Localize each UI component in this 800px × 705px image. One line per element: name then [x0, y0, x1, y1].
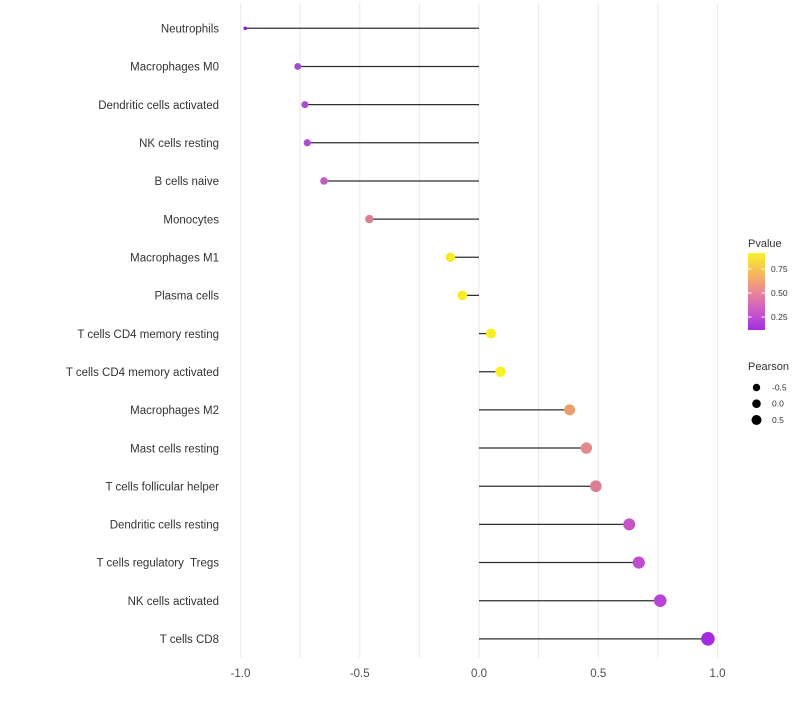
category-label: Macrophages M1 [130, 252, 219, 264]
lollipop-row: Neutrophils [161, 24, 479, 36]
lollipop-row: NK cells activated [128, 594, 667, 608]
lollipop-row: Macrophages M0 [130, 62, 479, 74]
category-label: T cells CD8 [160, 634, 219, 646]
category-label: Monocytes [163, 214, 219, 226]
gridlines [239, 3, 719, 658]
dot [701, 632, 715, 646]
category-label: B cells naive [154, 176, 219, 188]
lollipop-row: Mast cells resting [130, 442, 593, 455]
dot [243, 26, 248, 31]
lollipop-row: T cells follicular helper [105, 480, 602, 493]
lollipop-row: Macrophages M2 [130, 404, 576, 417]
lollipop-row: B cells naive [154, 176, 479, 188]
pearson-legend-title: Pearson [748, 361, 789, 373]
pearson-legend-label: 0.5 [772, 415, 784, 425]
dot [445, 252, 456, 262]
category-label: T cells follicular helper [105, 481, 219, 493]
dot [580, 442, 593, 454]
lollipop-row: T cells CD4 memory resting [77, 328, 496, 341]
category-label: Macrophages M2 [130, 405, 219, 417]
x-tick-label: 1.0 [710, 668, 726, 680]
category-label: Plasma cells [154, 291, 219, 303]
category-label: Dendritic cells resting [110, 520, 219, 532]
dot [632, 556, 645, 569]
pearson-legend-dot [752, 383, 761, 392]
pearson-legend-dot [752, 399, 761, 409]
lollipop-row: T cells CD4 memory activated [66, 366, 506, 379]
category-label: T cells regulatory Tregs [96, 558, 219, 570]
dot [457, 290, 468, 301]
pearson-legend-dot [751, 415, 762, 425]
pearson-legend-label: -0.5 [772, 383, 787, 393]
x-axis: -1.0 -0.5 0.0 0.5 1.0 [231, 668, 726, 680]
pearson-legend: Pearson -0.5 0.0 0.5 [748, 361, 789, 425]
lollipop-rows: Neutrophils Macrophages M0 Dendritic cells… [66, 24, 715, 646]
dot [564, 404, 576, 416]
dot [623, 518, 636, 531]
category-label: T cells CD4 memory activated [66, 367, 219, 379]
dot [485, 328, 496, 339]
dot [365, 214, 374, 224]
category-label: T cells CD4 memory resting [77, 329, 219, 341]
x-tick-label: 0.0 [471, 668, 487, 680]
x-tick-label: 0.5 [590, 668, 606, 680]
pvalue-tick-label: 0.75 [771, 264, 788, 274]
dot [294, 63, 302, 70]
x-tick-label: -1.0 [231, 668, 251, 680]
lollipop-row: Monocytes [163, 214, 479, 226]
lollipop-row: Macrophages M1 [130, 252, 479, 264]
dot [303, 139, 311, 147]
dot [320, 177, 328, 185]
lollipop-row: Dendritic cells activated [98, 100, 479, 112]
pvalue-tick-label: 0.50 [771, 288, 788, 298]
category-label: Dendritic cells activated [98, 100, 219, 112]
category-label: Mast cells resting [130, 443, 219, 455]
lollipop-row: Dendritic cells resting [110, 518, 636, 532]
lollipop-row: T cells regulatory Tregs [96, 556, 645, 570]
category-label: NK cells activated [128, 596, 219, 608]
dot [653, 594, 667, 607]
pvalue-legend-title: Pvalue [748, 238, 782, 250]
lollipop-row: NK cells resting [139, 138, 479, 150]
lollipop-row: Plasma cells [154, 290, 479, 303]
pvalue-tick-label: 0.25 [771, 312, 788, 322]
pvalue-gradient-bar [748, 253, 765, 330]
pearson-legend-label: 0.0 [772, 399, 784, 409]
dot [301, 101, 309, 109]
category-label: Neutrophils [161, 24, 219, 36]
x-tick-label: -0.5 [350, 668, 370, 680]
category-label: Macrophages M0 [130, 62, 219, 74]
lollipop-row: T cells CD8 [160, 632, 715, 646]
dot [495, 366, 506, 377]
pvalue-legend: Pvalue 0.75 0.50 0.25 [748, 238, 788, 330]
category-label: NK cells resting [139, 138, 219, 150]
dot [590, 480, 602, 493]
